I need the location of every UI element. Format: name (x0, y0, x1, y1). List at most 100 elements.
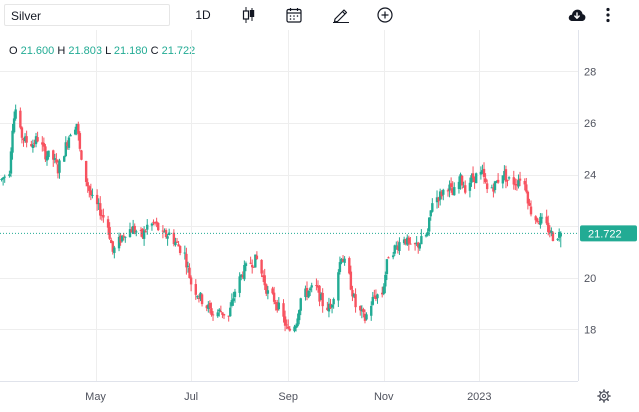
candle-body (272, 292, 276, 302)
candle-body (167, 232, 171, 236)
close-label: C (150, 45, 159, 57)
cloud-download-icon[interactable] (566, 3, 588, 27)
candle-body (164, 230, 168, 237)
candle-body (518, 178, 522, 181)
candle-body (150, 223, 154, 226)
candle-body (415, 242, 418, 244)
candles-icon[interactable] (238, 3, 260, 27)
candle-body (69, 134, 72, 137)
x-tick-label: Nov (374, 391, 394, 403)
draw-pencil-icon[interactable] (329, 3, 353, 27)
candle-body (503, 170, 506, 177)
candle-body (166, 236, 169, 239)
candle-body (327, 303, 331, 312)
settings-gear-icon[interactable] (597, 389, 611, 403)
candle-body (67, 137, 71, 148)
candle-body (352, 294, 356, 297)
candle-body (0, 178, 3, 180)
candle-body (332, 299, 335, 305)
candle-body (294, 325, 298, 328)
candle-body (146, 224, 149, 230)
candle-body (254, 254, 257, 268)
candle-body (271, 288, 274, 294)
candle-body (479, 171, 483, 175)
candle-body (482, 168, 486, 177)
candle-body (52, 150, 55, 160)
candle-body (362, 309, 365, 312)
candle-body (413, 242, 417, 245)
candle-body (371, 296, 375, 305)
candle-body (122, 235, 125, 237)
candle-body (196, 296, 199, 298)
candle-body (66, 142, 69, 147)
symbol-search-box[interactable] (4, 4, 170, 26)
candle-body (338, 262, 342, 273)
candle-body (36, 137, 39, 142)
candle-body (529, 206, 533, 215)
candle-body (539, 216, 542, 225)
x-tick-label: Jul (184, 391, 198, 403)
candle-body (153, 222, 157, 224)
candle-body (241, 275, 244, 278)
candle-body (507, 177, 511, 179)
candle-body (442, 189, 445, 195)
candle-body (348, 258, 351, 274)
candle-body (365, 314, 368, 320)
candle-body (526, 191, 530, 204)
candle-body (244, 263, 248, 266)
candle-body (208, 302, 212, 309)
candle-body (219, 311, 223, 313)
candle-body (506, 179, 509, 181)
candle-body (440, 191, 443, 197)
candle-body (199, 292, 202, 299)
candle-body (515, 184, 519, 186)
candle-body (210, 308, 213, 315)
candle-body (277, 302, 281, 310)
candle-body (484, 178, 487, 183)
candle-body (30, 144, 33, 147)
candle-body (84, 160, 88, 182)
candle-body (144, 231, 147, 233)
candle-body (435, 197, 439, 203)
candle-body (14, 109, 17, 119)
candle-body (141, 228, 144, 238)
candle-body (133, 225, 136, 233)
candle-body (540, 217, 544, 219)
candle-body (340, 258, 343, 263)
symbol-input[interactable] (11, 8, 161, 24)
candle-body (222, 313, 226, 316)
add-circle-icon[interactable] (374, 3, 396, 27)
candle-body (512, 177, 515, 185)
candle-body (124, 236, 127, 238)
candle-body (548, 230, 552, 234)
candle-body (448, 184, 451, 191)
candle-body (370, 305, 373, 316)
candle-body (468, 182, 472, 191)
candle-body (250, 264, 254, 268)
candle-body (326, 307, 329, 311)
high-value: 21.803 (68, 45, 103, 57)
time-axis: May Jul Sep Nov 2023 (85, 391, 491, 403)
y-tick-label: 20 (584, 273, 596, 285)
candle-body (218, 309, 221, 312)
last-price-label: 21.722 (588, 228, 622, 240)
candle-body (9, 151, 13, 174)
candle-body (418, 244, 421, 249)
candle-body (227, 315, 230, 317)
candle-body (243, 264, 246, 280)
price-chart[interactable]: 21.722 18 20 24 26 28 May Jul Sep Nov 2023 (0, 30, 639, 412)
candle-body (80, 150, 83, 160)
candle-body (130, 229, 133, 233)
candle-body (11, 130, 14, 153)
candle-body (12, 118, 16, 133)
candle-body (274, 302, 277, 304)
candle-body (22, 138, 25, 141)
candle-body (183, 252, 187, 254)
calendar-icon[interactable] (283, 3, 305, 27)
candle-body (276, 302, 279, 311)
candle-body (285, 324, 288, 326)
more-vertical-icon[interactable] (598, 3, 618, 27)
candle-body (429, 210, 432, 217)
interval-button[interactable]: 1D (195, 8, 211, 22)
candle-body (296, 318, 299, 327)
